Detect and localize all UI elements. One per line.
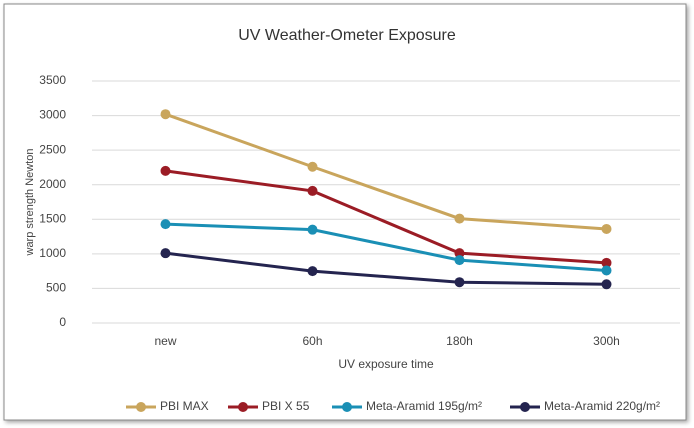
data-point bbox=[307, 224, 318, 235]
chart-title: UV Weather-Ometer Exposure bbox=[238, 27, 456, 44]
x-tick-label: new bbox=[154, 334, 176, 348]
data-point bbox=[454, 213, 465, 224]
legend-label: PBI X 55 bbox=[262, 399, 310, 413]
legend-marker bbox=[136, 402, 146, 412]
data-point bbox=[307, 266, 318, 277]
data-point bbox=[454, 277, 465, 288]
legend-label: Meta-Aramid 220g/m² bbox=[544, 399, 660, 413]
x-tick-label: 180h bbox=[446, 334, 473, 348]
legend-marker bbox=[238, 402, 248, 412]
x-axis-label: UV exposure time bbox=[338, 357, 434, 371]
x-tick-label: 60h bbox=[302, 334, 322, 348]
data-point bbox=[160, 165, 171, 176]
series-line bbox=[165, 169, 607, 265]
frame bbox=[3, 3, 687, 421]
data-point bbox=[160, 109, 171, 120]
y-tick-label: 3500 bbox=[39, 73, 66, 87]
y-tick-label: 3000 bbox=[39, 108, 66, 122]
series-line bbox=[165, 222, 607, 272]
data-point bbox=[601, 257, 612, 268]
data-point bbox=[160, 219, 171, 230]
data-point bbox=[307, 161, 318, 172]
data-point bbox=[160, 248, 171, 259]
data-point bbox=[307, 185, 318, 196]
y-tick-label: 2000 bbox=[39, 177, 66, 191]
series-line bbox=[164, 112, 607, 231]
y-tick-label: 500 bbox=[46, 281, 66, 295]
data-point bbox=[454, 255, 465, 266]
data-point bbox=[601, 279, 612, 290]
data-point bbox=[601, 223, 612, 234]
data-point bbox=[454, 248, 465, 259]
legend-label: PBI MAX bbox=[160, 399, 209, 413]
series-line bbox=[165, 251, 607, 286]
x-tick-label: 300h bbox=[593, 334, 620, 348]
y-tick-label: 1000 bbox=[39, 246, 66, 260]
y-tick-label: 2500 bbox=[39, 142, 66, 156]
y-tick-label: 1500 bbox=[39, 211, 66, 225]
data-point bbox=[601, 265, 612, 276]
legend-marker bbox=[342, 402, 352, 412]
legend-label: Meta-Aramid 195g/m² bbox=[366, 399, 482, 413]
y-axis-label: warp strength Newton bbox=[24, 149, 36, 257]
legend-marker bbox=[520, 402, 530, 412]
y-tick-label: 0 bbox=[59, 315, 66, 329]
